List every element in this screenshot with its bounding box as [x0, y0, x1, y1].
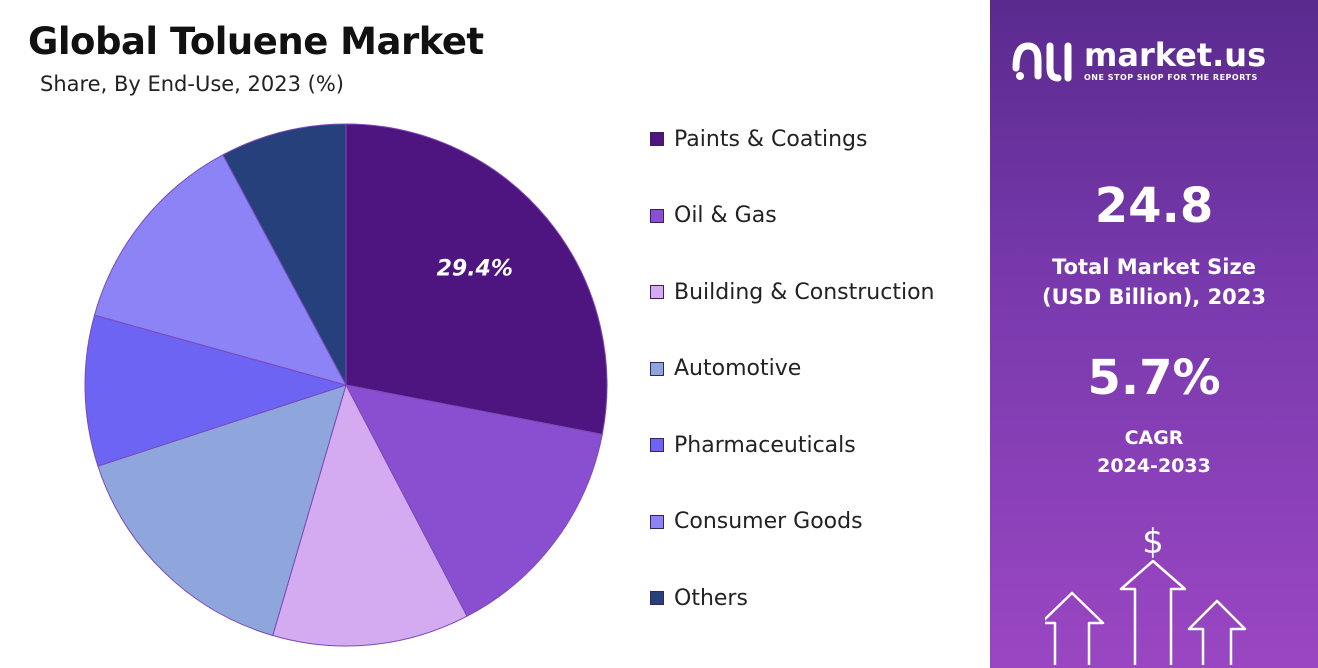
growth-arrows-icon: $	[1045, 522, 1247, 665]
legend-swatch	[650, 438, 664, 452]
pie-slice-paints-coatings	[345, 123, 608, 435]
brand-tagline: ONE STOP SHOP FOR THE REPORTS	[1084, 73, 1258, 82]
legend-item: Paints & Coatings	[650, 124, 867, 154]
cagr-label-line1: CAGR	[1124, 427, 1184, 449]
market-us-logo-icon	[1012, 42, 1072, 82]
legend-item: Building & Construction	[650, 277, 934, 307]
legend-label: Building & Construction	[674, 279, 935, 305]
pie-slice-pharmaceuticals	[84, 314, 348, 467]
pie-slice-automotive	[97, 384, 347, 637]
arrow-left-icon	[1045, 591, 1105, 665]
market-size-label-line1: Total Market Size	[1052, 255, 1256, 279]
legend-item: Oil & Gas	[650, 201, 777, 231]
market-size-label-line2: (USD Billion), 2023	[1041, 285, 1267, 309]
cagr-label: CAGR 2024-2033	[990, 424, 1318, 480]
legend-item: Automotive	[650, 354, 801, 384]
legend-label: Paints & Coatings	[674, 126, 868, 152]
cagr-value: 5.7%	[1087, 350, 1221, 406]
cagr-label-line2: 2024-2033	[1097, 455, 1211, 477]
legend-label: Automotive	[674, 356, 802, 381]
market-size-value: 24.8	[1094, 178, 1214, 234]
legend-label: Others	[674, 585, 748, 611]
legend-swatch	[650, 285, 664, 299]
legend-swatch	[650, 208, 664, 223]
pie-slice-others	[222, 123, 347, 386]
stats-panel: market.us ONE STOP SHOP FOR THE REPORTS …	[990, 0, 1318, 668]
legend-label: Oil & Gas	[674, 203, 777, 228]
legend-swatch	[650, 514, 664, 529]
pie-data-label: 29.4%	[437, 256, 513, 281]
pie-slice-consumer-goods	[93, 154, 347, 386]
legend-item: Consumer Goods	[650, 507, 863, 537]
legend-swatch	[650, 132, 664, 146]
legend-item: Others	[650, 583, 748, 613]
legend-label: Pharmaceuticals	[674, 432, 856, 458]
market-size-label: Total Market Size (USD Billion), 2023	[990, 252, 1318, 312]
pie-chart: 29.4%	[84, 123, 608, 647]
chart-subtitle: Share, By End-Use, 2023 (%)	[40, 72, 344, 96]
dollar-sign-icon: $	[1142, 522, 1164, 562]
arrow-right-icon	[1187, 599, 1247, 665]
brand-logo: market.us ONE STOP SHOP FOR THE REPORTS	[1012, 38, 1266, 84]
chart-title: Global Toluene Market	[28, 20, 484, 63]
brand-name: market.us	[1084, 36, 1267, 74]
pie-slice-building-construction	[272, 383, 468, 647]
legend-swatch	[650, 361, 664, 376]
legend-item: Pharmaceuticals	[650, 430, 856, 460]
legend-label: Consumer Goods	[674, 509, 863, 534]
arrow-center-icon	[1119, 559, 1187, 665]
pie-slice-oil-gas	[345, 384, 603, 617]
legend-swatch	[650, 591, 664, 605]
chart-panel: Global Toluene Market Share, By End-Use,…	[28, 20, 935, 647]
